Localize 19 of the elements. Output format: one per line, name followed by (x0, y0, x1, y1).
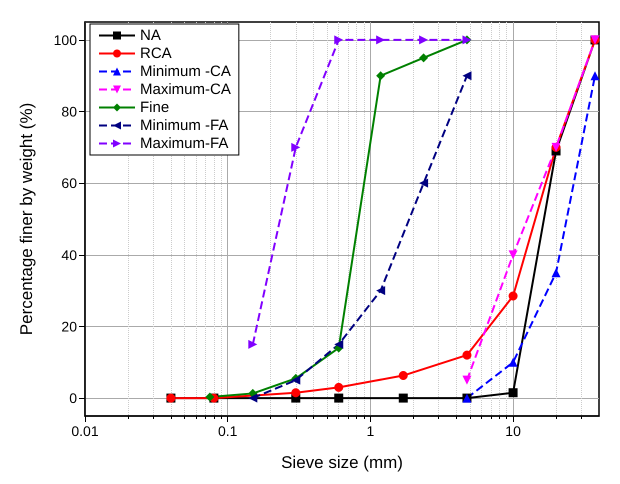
legend-label: Maximum-FA (140, 135, 228, 152)
legend-label: NA (140, 27, 161, 44)
legend-label: RCA (140, 45, 172, 62)
legend-label: Minimum -FA (140, 117, 228, 134)
y-axis-title: Percentage finer by weight (%) (17, 102, 36, 336)
y-tick-label: 20 (61, 318, 78, 334)
x-tick-label: 10 (505, 423, 522, 439)
y-tick-label: 0 (69, 390, 78, 406)
y-tick-label: 40 (61, 246, 78, 263)
x-tick-label: 0.01 (71, 423, 99, 439)
x-tick-label: 1 (366, 423, 374, 439)
y-tick-label: 60 (61, 175, 78, 192)
legend-label: Fine (140, 99, 170, 116)
y-tick-label: 80 (61, 104, 78, 120)
y-tick-label: 100 (54, 32, 78, 48)
x-axis-title: Sieve size (mm) (281, 453, 403, 472)
legend-label: Minimum -CA (140, 63, 231, 80)
x-tick-label: 0.1 (218, 423, 238, 439)
legend-label: Maximum-CA (140, 81, 231, 98)
